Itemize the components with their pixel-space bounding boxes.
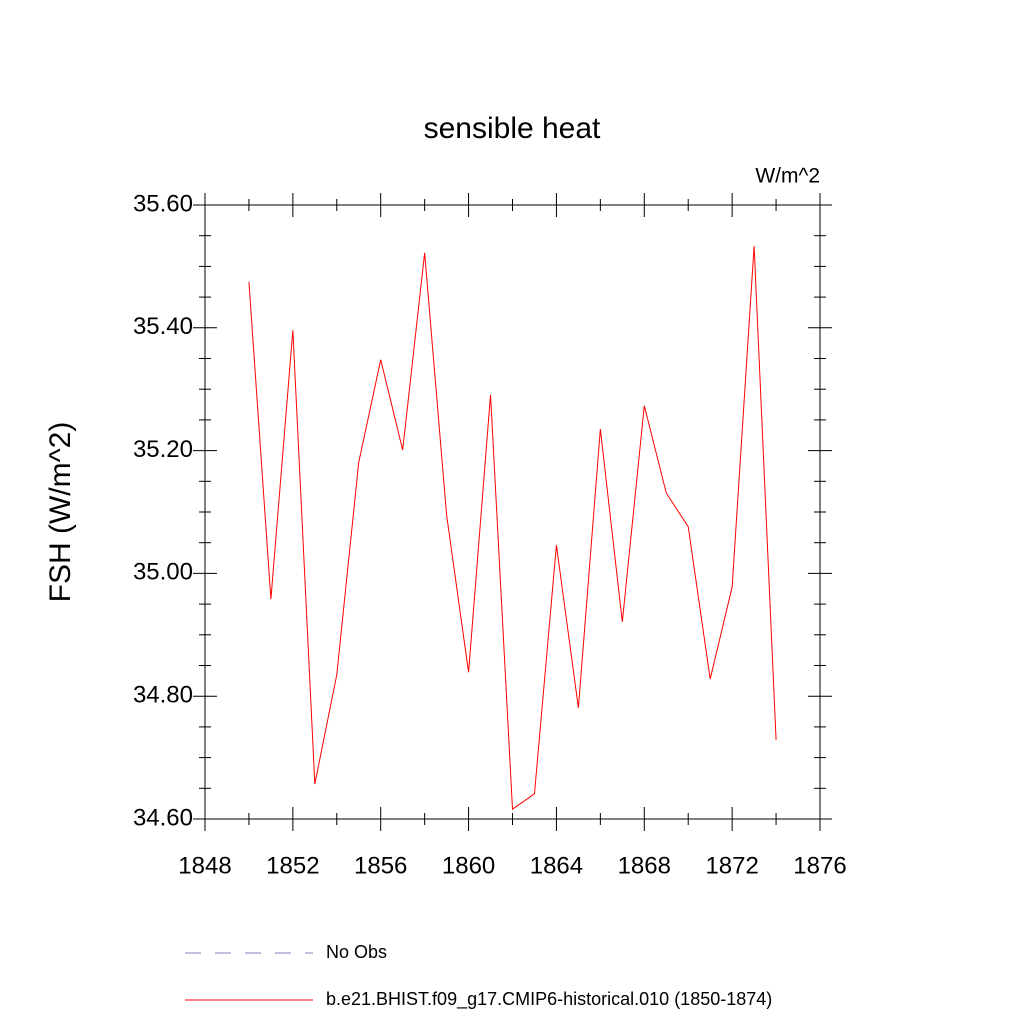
x-tick-label: 1876 bbox=[793, 852, 846, 879]
x-tick-label: 1860 bbox=[442, 852, 495, 879]
x-tick-label: 1848 bbox=[178, 852, 231, 879]
plot-frame bbox=[204, 204, 821, 820]
y-tick-label: 35.40 bbox=[133, 313, 193, 340]
x-tick-label: 1864 bbox=[530, 852, 583, 879]
y-tick-label: 35.00 bbox=[133, 559, 193, 586]
y-tick-label: 35.60 bbox=[133, 190, 193, 217]
chart-title: sensible heat bbox=[424, 112, 601, 145]
x-tick-label: 1868 bbox=[618, 852, 671, 879]
legend-label: b.e21.BHIST.f09_g17.CMIP6-historical.010… bbox=[326, 989, 772, 1010]
y-axis-label: FSH (W/m^2) bbox=[44, 422, 77, 603]
y-tick-label: 35.20 bbox=[133, 436, 193, 463]
line-series bbox=[248, 246, 777, 811]
units: W/m^2 bbox=[755, 165, 820, 188]
y-tick-label: 34.80 bbox=[133, 682, 193, 709]
x-tick-label: 1852 bbox=[266, 852, 319, 879]
legend-label: No Obs bbox=[326, 942, 387, 962]
y-tick-label: 34.60 bbox=[133, 804, 193, 831]
x-tick-label: 1856 bbox=[354, 852, 407, 879]
x-tick-label: 1872 bbox=[705, 852, 758, 879]
